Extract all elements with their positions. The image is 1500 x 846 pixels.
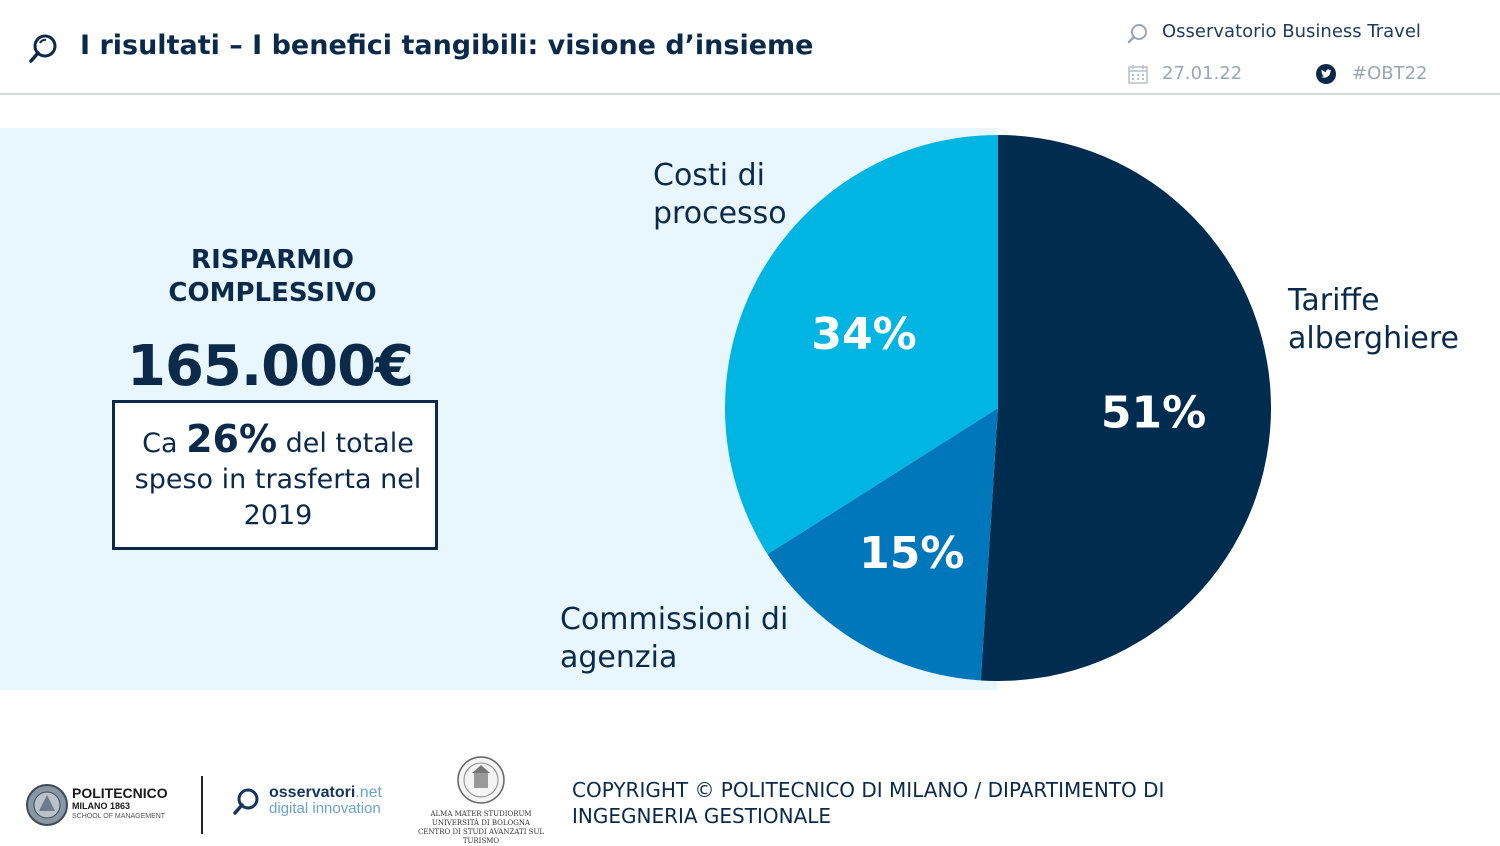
kpi-title-line1: RISPARMIO <box>191 245 354 275</box>
kpi-value: 165.000€ <box>126 334 414 399</box>
seal-icon <box>457 756 505 804</box>
search-icon <box>1127 24 1147 44</box>
slice-label-comm-line1: Commissioni di <box>560 602 789 637</box>
osservatori-logo-text: osservatori.net digital innovation <box>269 784 382 816</box>
polimi-line1: POLITECNICO <box>72 785 168 801</box>
oss-sub: digital innovation <box>269 800 381 817</box>
slice-label-tariffe-line1: Tariffe <box>1288 283 1380 318</box>
slice-label-costi-line1: Costi di <box>653 158 765 193</box>
search-icon <box>29 34 57 63</box>
slice-label-costi-line2: processo <box>653 196 787 231</box>
copyright-notice: COPYRIGHT © POLITECNICO DI MILANO / DIPA… <box>572 778 1165 828</box>
polimi-line3: SCHOOL OF MANAGEMENT <box>72 813 166 820</box>
twitter-icon <box>1316 64 1336 84</box>
footer-divider <box>201 776 203 834</box>
politecnico-logo-text: POLITECNICO MILANO 1863 SCHOOL OF MANAGE… <box>72 786 168 822</box>
pie-data-label-tariffe-alberghiere: 51% <box>1101 387 1206 438</box>
observatory-name: Osservatorio Business Travel <box>1162 21 1421 42</box>
kpi-note-percent: 26% <box>186 417 278 461</box>
kpi-title: RISPARMIO COMPLESSIVO <box>110 244 435 310</box>
slice-label-costi-di-processo: Costi di processo <box>653 157 787 233</box>
kpi-note: Ca 26% del totale speso in trasferta nel… <box>118 420 438 534</box>
pie-slice-commissioni-di-agenzia <box>767 408 998 681</box>
polimi-line2: MILANO 1863 <box>72 801 131 811</box>
search-icon <box>233 788 259 815</box>
kpi-title-line2: COMPLESSIVO <box>168 278 377 308</box>
bologna-line3: CENTRO DI STUDI AVANZATI SUL TURISMO <box>417 828 545 845</box>
slice-label-tariffe-line2: alberghiere <box>1288 321 1460 356</box>
calendar-icon <box>1128 65 1148 84</box>
event-date: 27.01.22 <box>1162 63 1243 84</box>
kpi-note-box <box>112 400 438 550</box>
bologna-line1: ALMA MATER STUDIORUM <box>430 810 532 818</box>
slice-label-comm-line2: agenzia <box>560 640 678 675</box>
bologna-line2: UNIVERSITÀ DI BOLOGNA <box>431 819 531 827</box>
kpi-note-suffix: del totale speso in trasferta nel 2019 <box>134 428 422 531</box>
pie-data-label-costi-di-processo: 34% <box>811 309 916 360</box>
hashtag: #OBT22 <box>1352 63 1428 84</box>
politecnico-seal-icon <box>26 784 68 826</box>
pie-data-label-commissioni-di-agenzia: 15% <box>859 528 964 579</box>
oss-name: osservatori <box>269 784 356 801</box>
header-divider <box>0 93 1500 95</box>
oss-tld: .net <box>355 784 382 801</box>
bologna-logo-text: ALMA MATER STUDIORUM UNIVERSITÀ DI BOLOG… <box>405 810 557 846</box>
pie-slice-costi-di-processo <box>725 135 998 555</box>
kpi-note-prefix: Ca <box>142 428 187 459</box>
slice-label-commissioni-di-agenzia: Commissioni di agenzia <box>560 601 788 677</box>
slice-label-tariffe-alberghiere: Tariffe alberghiere <box>1288 282 1459 358</box>
pie-slice-tariffe-alberghiere <box>980 135 1272 682</box>
page-title: I risultati – I benefici tangibili: visi… <box>80 30 814 61</box>
pie-chart: 51% 15% 34% <box>725 135 1272 682</box>
